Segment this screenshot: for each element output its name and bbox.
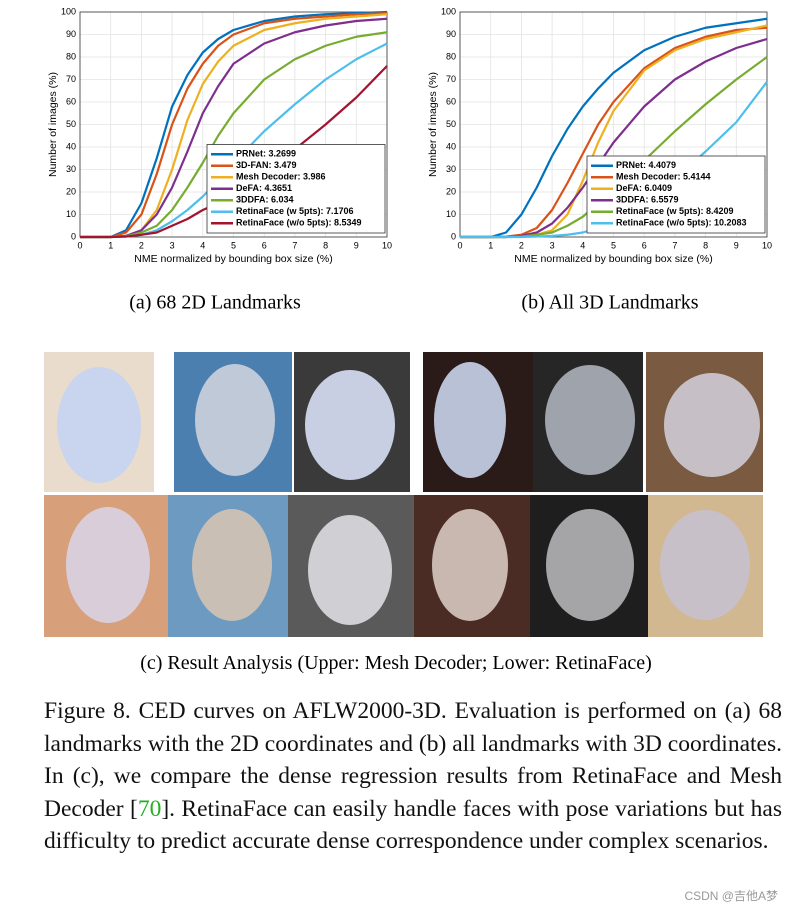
x-tick-label: 2 [519, 240, 524, 250]
legend-label: 3D-FAN: 3.479 [236, 160, 297, 170]
y-tick-label: 70 [446, 74, 456, 84]
legend-label: RetinaFace (w 5pts): 8.4209 [616, 206, 734, 216]
legend-label: Mesh Decoder: 5.4144 [616, 172, 711, 182]
x-tick-label: 4 [200, 240, 205, 250]
chart-title: (a) 68 2D Landmarks [129, 292, 301, 314]
y-tick-label: 30 [66, 164, 76, 174]
legend-label: RetinaFace (w/o 5pts): 10.2083 [616, 218, 747, 228]
x-axis-label: NME normalized by bounding box size (%) [514, 253, 712, 265]
y-tick-label: 20 [446, 186, 456, 196]
x-axis-label: NME normalized by bounding box size (%) [134, 253, 332, 265]
photo-grid [44, 352, 763, 637]
watermark: CSDN @吉他A梦 [684, 889, 778, 903]
x-tick-label: 3 [170, 240, 175, 250]
x-tick-label: 3 [550, 240, 555, 250]
x-tick-label: 8 [703, 240, 708, 250]
y-tick-label: 50 [66, 119, 76, 129]
legend-label: PRNet: 3.2699 [236, 149, 296, 159]
x-tick-label: 6 [262, 240, 267, 250]
x-tick-label: 7 [672, 240, 677, 250]
ced-curve [80, 65, 388, 239]
x-tick-label: 2 [139, 240, 144, 250]
legend-label: RetinaFace (w/o 5pts): 8.5349 [236, 218, 362, 228]
y-tick-label: 0 [71, 231, 76, 241]
x-tick-label: 10 [382, 240, 392, 250]
x-tick-label: 10 [762, 240, 772, 250]
legend-label: Mesh Decoder: 3.986 [236, 172, 326, 182]
caption-text: ]. RetinaFace can easily handle faces wi… [44, 795, 782, 855]
y-tick-label: 10 [66, 209, 76, 219]
legend-label: PRNet: 4.4079 [616, 160, 676, 170]
ced-curve [80, 12, 388, 239]
x-tick-label: 4 [580, 240, 585, 250]
x-tick-label: 6 [642, 240, 647, 250]
legend-box [206, 144, 386, 234]
legend-label: DeFA: 4.3651 [236, 183, 292, 193]
x-tick-label: 1 [488, 240, 493, 250]
chart-title: (b) All 3D Landmarks [521, 292, 698, 314]
panel-caption: (c) Result Analysis (Upper: Mesh Decoder… [140, 652, 652, 674]
ced-curve [460, 17, 768, 239]
y-tick-label: 60 [66, 96, 76, 106]
axes-frame [459, 11, 768, 238]
y-tick-label: 10 [446, 209, 456, 219]
legend-label: 3DDFA: 6.5579 [616, 195, 679, 205]
ced-curve [80, 10, 388, 239]
axes-frame [79, 11, 388, 238]
y-tick-label: 90 [66, 29, 76, 39]
y-tick-label: 60 [446, 96, 456, 106]
y-tick-label: 100 [441, 6, 456, 16]
legend-box [586, 155, 766, 234]
legend-label: DeFA: 6.0409 [616, 183, 672, 193]
y-tick-label: 100 [61, 6, 76, 16]
y-axis-label: Number of images (%) [47, 72, 59, 177]
y-tick-label: 90 [446, 29, 456, 39]
x-tick-label: 9 [734, 240, 739, 250]
legend-label: RetinaFace (w 5pts): 7.1706 [236, 206, 354, 216]
y-tick-label: 20 [66, 186, 76, 196]
y-tick-label: 40 [66, 141, 76, 151]
y-tick-label: 50 [446, 119, 456, 129]
x-tick-label: 5 [231, 240, 236, 250]
caption-text: Figure 8. CED curves on AFLW2000-3D. Eva… [44, 698, 782, 822]
reference-link[interactable]: 70 [137, 795, 162, 822]
x-tick-label: 8 [323, 240, 328, 250]
x-tick-label: 5 [611, 240, 616, 250]
y-tick-label: 80 [446, 51, 456, 61]
y-tick-label: 30 [446, 164, 456, 174]
x-tick-label: 0 [77, 240, 82, 250]
result-photos [44, 352, 763, 637]
x-tick-label: 7 [292, 240, 297, 250]
figure-caption: Figure 8. CED curves on AFLW2000-3D. Eva… [44, 695, 782, 858]
y-tick-label: 0 [451, 231, 456, 241]
x-tick-label: 0 [457, 240, 462, 250]
x-tick-label: 1 [108, 240, 113, 250]
x-tick-label: 9 [354, 240, 359, 250]
y-tick-label: 80 [66, 51, 76, 61]
y-axis-label: Number of images (%) [427, 72, 439, 177]
y-tick-label: 40 [446, 141, 456, 151]
legend-label: 3DDFA: 6.034 [236, 195, 294, 205]
y-tick-label: 70 [66, 74, 76, 84]
